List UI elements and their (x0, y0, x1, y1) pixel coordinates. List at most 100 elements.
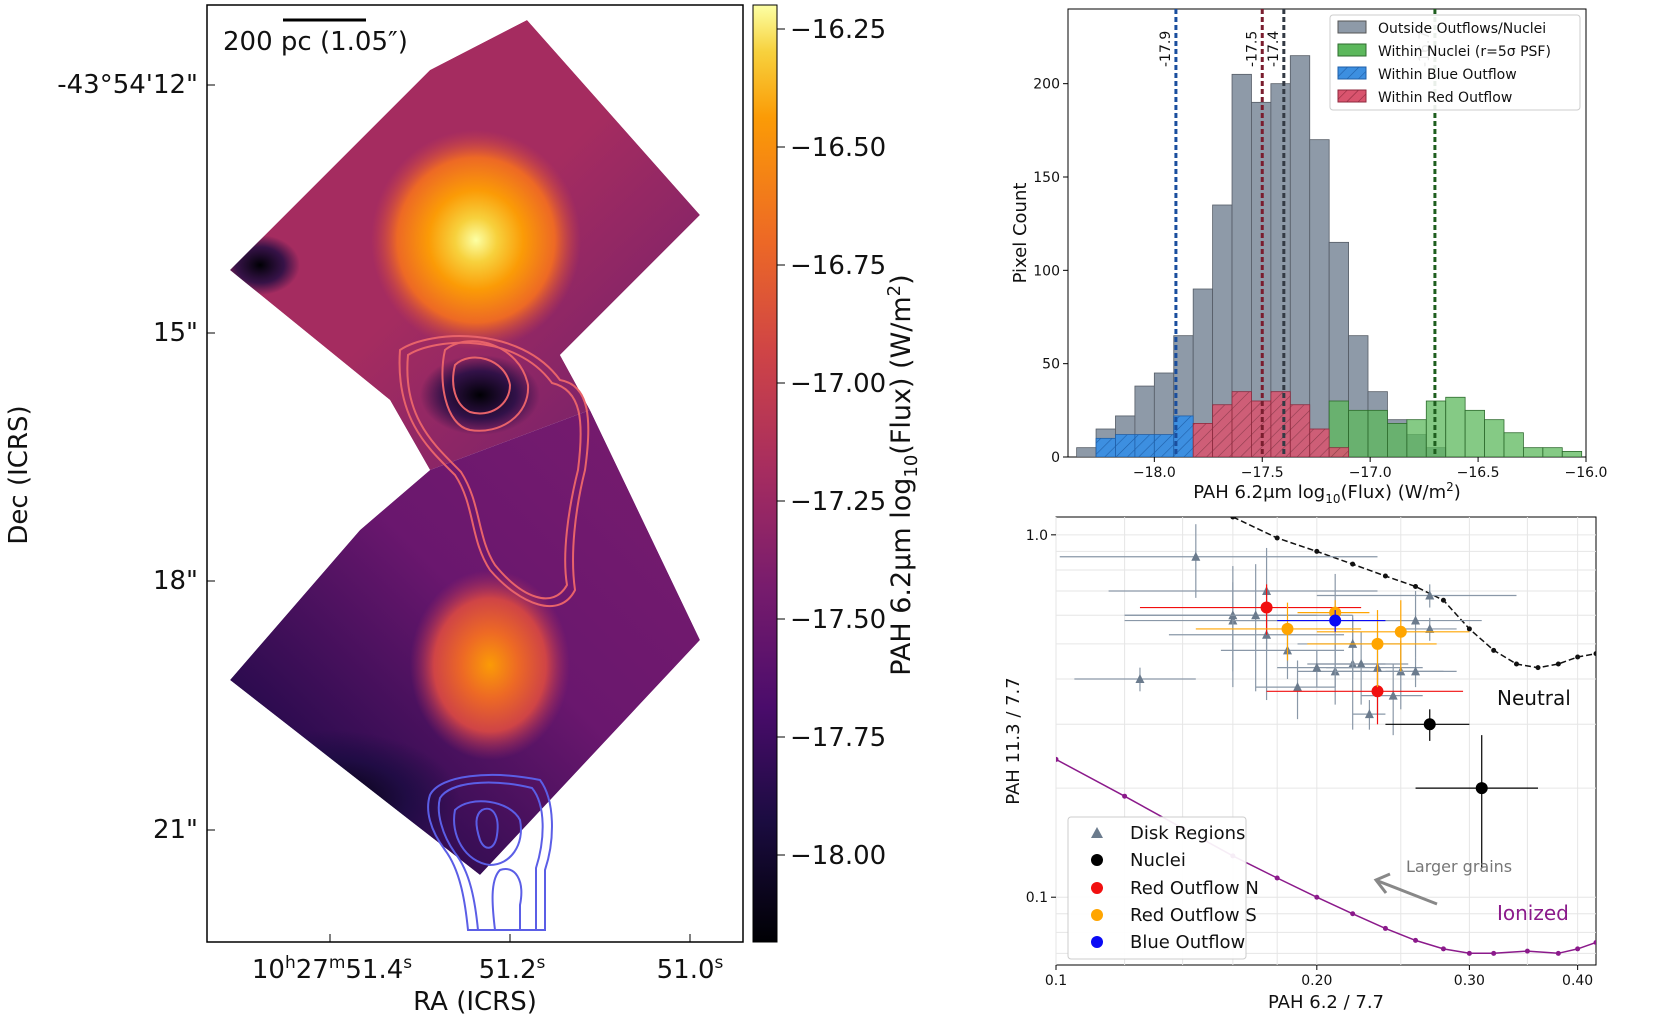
red-contour-mid (441, 340, 530, 432)
neutral-model-curve-node (1230, 517, 1236, 520)
hist-bar-blue (1095, 437, 1116, 457)
legend-label-red: Within Red Outflow (1378, 90, 1512, 106)
hist-bar-nuclei (1542, 447, 1563, 457)
colorbar-tick-label: −17.50 (790, 605, 886, 635)
red-contour-outer-2 (406, 341, 582, 600)
ionized-model-curve-node (1575, 946, 1581, 952)
scatter-x-tick-label: 0.30 (1454, 973, 1485, 989)
blue-contour-outer (427, 774, 553, 931)
ionized-model-curve-node (1350, 911, 1356, 917)
north-nucleus-glow (371, 130, 581, 350)
hist-bar-outside (1076, 447, 1097, 457)
red-outflow-n-point (1371, 685, 1384, 698)
disk-region-point (1251, 610, 1261, 620)
legend-swatch-blue (1337, 66, 1367, 80)
hist-bar-nuclei (1464, 409, 1485, 457)
disk-region-point (1135, 674, 1145, 684)
ionized-model-curve-node (1555, 950, 1561, 956)
legend-label-nuclei: Nuclei (1130, 850, 1186, 871)
ionized-model-curve-node (1122, 793, 1128, 799)
hist-reference-line-label: -17.4 (1266, 31, 1282, 67)
histogram-legend: Outside Outflows/Nuclei Within Nuclei (r… (1329, 14, 1581, 111)
disk-region-point (1293, 682, 1303, 692)
hist-x-tick-label: −17.5 (1241, 465, 1284, 481)
larger-grains-annotation: Larger grains (1406, 857, 1512, 876)
blue-outflow-point (1329, 614, 1342, 627)
colorbar-tick-label: −16.50 (790, 133, 886, 163)
hist-reference-line-label: -17.5 (1244, 31, 1260, 67)
scatter-legend: Disk Regions Nuclei Red Outflow N Red Ou… (1067, 816, 1259, 960)
scatter-ticks: 0.1 0.20 0.30 0.40 1.0 0.1 (1026, 528, 1593, 989)
hist-bar-nuclei (1523, 447, 1544, 457)
colorbar-ticks: −16.25 −16.50 −16.75 −17.00 −17.25 −17.5… (777, 15, 886, 871)
legend-label-red-n: Red Outflow N (1130, 878, 1259, 899)
neutral-model-curve-node (1350, 561, 1356, 567)
neutral-model-curve-node (1466, 626, 1472, 632)
red-outflow-s-point (1281, 622, 1294, 635)
neutral-model-curve-node (1535, 665, 1541, 671)
scale-bar-label: 200 pc (1.05″) (223, 27, 408, 57)
y-tick-label: -43°54'12" (57, 70, 198, 100)
hist-bar-red (1231, 391, 1252, 457)
hist-bar-red (1212, 404, 1233, 457)
neutral-model-curve-node (1575, 654, 1581, 660)
legend-marker-red-n (1091, 882, 1103, 894)
legend-swatch-red (1337, 89, 1367, 103)
disk-region-point (1425, 623, 1435, 633)
hist-y-tick-label: 150 (1033, 170, 1060, 186)
neutral-model-curve-node (1513, 661, 1519, 667)
hist-bar-nuclei (1348, 409, 1369, 457)
ionized-model-curve-node (1413, 937, 1419, 943)
legend-label-red-s: Red Outflow S (1130, 905, 1257, 926)
ionized-annotation: Ionized (1497, 901, 1569, 925)
colorbar-tick-label: −17.75 (790, 723, 886, 753)
legend-label-blue: Blue Outflow (1130, 932, 1245, 953)
hist-bar-nuclei (1445, 396, 1466, 457)
neutral-model-curve (1232, 517, 1596, 669)
histogram-x-axis-label: PAH 6.2μm log10(Flux) (W/m2) (1193, 480, 1461, 506)
ionized-model-curve-node (1382, 925, 1388, 931)
neutral-model-curve-node (1382, 573, 1388, 579)
disk-region-point (1312, 662, 1322, 672)
hist-bar-red (1192, 422, 1214, 457)
hist-bar-nuclei (1561, 450, 1583, 457)
hist-bar-nuclei (1503, 432, 1524, 457)
hist-bar-outside (1309, 139, 1330, 457)
disk-region-point (1388, 690, 1398, 700)
legend-label-outside: Outside Outflows/Nuclei (1378, 21, 1546, 37)
hist-bar-outside (1289, 55, 1311, 457)
ionized-model-curve-node (1314, 894, 1320, 900)
blue-contour-inner (475, 807, 499, 849)
hist-bar-blue (1115, 434, 1136, 457)
neutral-model-curve-node (1491, 647, 1497, 653)
map-x-ticks: 10h27m51.4s 51.2s 51.0s (252, 934, 724, 985)
disk-region-point (1356, 659, 1366, 669)
map-x-axis-label: RA (ICRS) (413, 987, 537, 1016)
legend-swatch-nuclei (1337, 43, 1367, 57)
ionized-model-curve-node (1491, 950, 1497, 956)
colorbar-tick-label: −18.00 (790, 841, 886, 871)
scatter-x-tick-label: 0.1 (1045, 973, 1067, 989)
neutral-annotation: Neutral (1497, 686, 1571, 710)
histogram-panel: -17.9-17.5-17.4-16.7 −18.0−17.5−17.0−16.… (1010, 8, 1607, 506)
hist-x-tick-label: −16.5 (1457, 465, 1500, 481)
x-tick-label: 51.0s (657, 953, 724, 985)
hist-bar-red (1328, 447, 1349, 457)
hist-bar-blue (1134, 434, 1155, 457)
hist-y-tick-label: 100 (1033, 263, 1060, 279)
hist-y-tick-label: 200 (1033, 77, 1060, 93)
legend-label-nuclei: Within Nuclei (r=5σ PSF) (1378, 44, 1551, 60)
ionized-model-curve-node (1593, 939, 1596, 945)
y-tick-label: 18" (153, 566, 198, 596)
blue-contour-lower (491, 868, 523, 931)
hist-reference-line-label: -17.9 (1158, 31, 1174, 67)
neutral-model-curve-node (1274, 535, 1280, 541)
legend-swatch-outside (1337, 20, 1367, 34)
hist-bar-red (1289, 404, 1311, 457)
scatter-x-tick-label: 0.20 (1301, 973, 1332, 989)
flux-map-panel: 200 pc (1.05″) -43°54'12" 15" 18" 21" 10… (4, 4, 922, 1016)
dark-lane (420, 355, 540, 435)
hist-bar-red (1309, 428, 1330, 457)
red-outflow-s-point (1371, 637, 1384, 650)
scatter-points (1059, 524, 1538, 869)
